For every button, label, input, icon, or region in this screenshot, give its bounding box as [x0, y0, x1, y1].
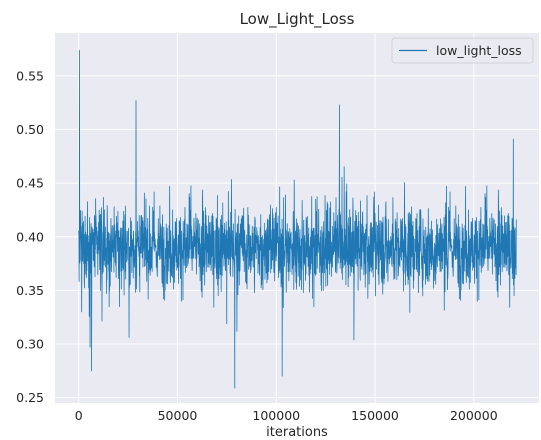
- y-tick-label: 0.50: [16, 122, 44, 137]
- x-tick-label: 200000: [450, 408, 498, 423]
- series-line-low-light-loss: [78, 49, 517, 389]
- plot-background: [55, 33, 539, 403]
- x-tick-label: 50000: [158, 408, 198, 423]
- y-tick-label: 0.25: [16, 390, 44, 405]
- y-tick-label: 0.40: [16, 229, 44, 244]
- y-tick-label: 0.55: [16, 68, 44, 83]
- chart-title: Low_Light_Loss: [240, 10, 355, 29]
- x-axis-label: iterations: [266, 425, 328, 440]
- x-tick-labels: 0 50000 100000 150000 200000: [75, 408, 498, 423]
- legend: low_light_loss: [391, 37, 534, 64]
- x-tick-label: 150000: [351, 408, 399, 423]
- legend-box: [391, 37, 534, 64]
- series-layer: [78, 49, 517, 389]
- legend-label: low_light_loss: [436, 43, 522, 58]
- x-tick-label: 0: [75, 408, 83, 423]
- y-tick-label: 0.30: [16, 337, 44, 352]
- y-tick-labels: 0.25 0.30 0.35 0.40 0.45 0.50 0.55: [16, 68, 44, 405]
- x-tick-label: 100000: [252, 408, 300, 423]
- y-tick-label: 0.35: [16, 283, 44, 298]
- y-tick-label: 0.45: [16, 176, 44, 191]
